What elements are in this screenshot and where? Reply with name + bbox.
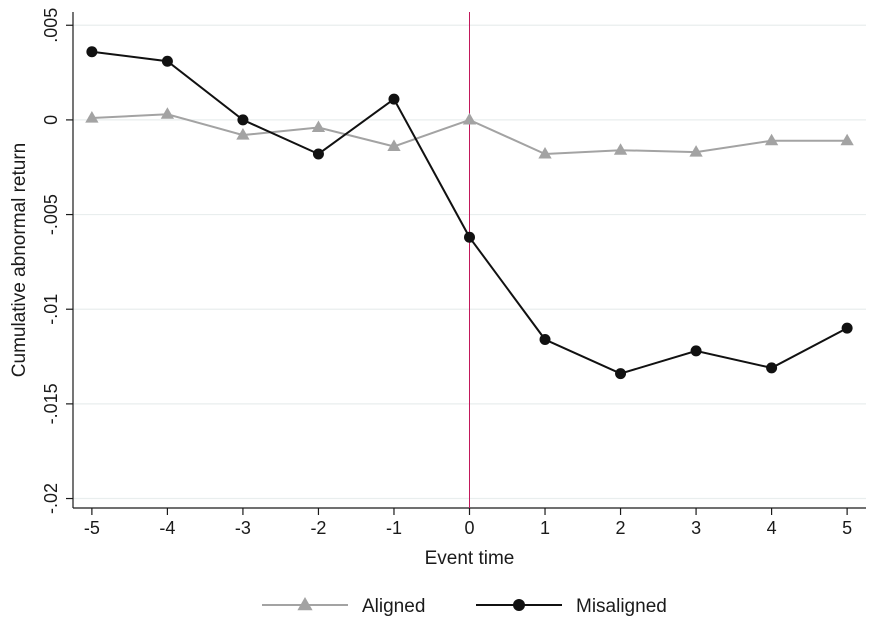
data-point-aligned-4	[764, 133, 779, 146]
data-point-aligned-3	[236, 128, 250, 140]
legend-item-misaligned: Misaligned	[476, 596, 667, 617]
y-tick-label: .005	[41, 8, 61, 43]
y-tick-label: -.005	[41, 194, 61, 235]
x-tick-label: 0	[464, 518, 474, 538]
data-point-aligned-5	[85, 111, 99, 123]
data-point-misaligned-4	[766, 362, 778, 374]
x-ticks: -5 -4 -3 -2 -1 0 1 2 3 4 5	[84, 508, 852, 538]
data-point-aligned-4	[160, 107, 175, 119]
x-tick-label: -4	[159, 518, 175, 538]
data-point-aligned-3	[689, 145, 703, 157]
data-point-misaligned-1	[539, 334, 551, 346]
x-tick-label: 5	[842, 518, 852, 538]
data-point-misaligned-5	[841, 322, 853, 334]
series-aligned	[85, 107, 854, 159]
x-tick-label: -1	[386, 518, 402, 538]
x-tick-label: -2	[310, 518, 326, 538]
data-point-misaligned-5	[86, 46, 98, 58]
y-tick-label: -.01	[41, 294, 61, 325]
legend-misaligned-label: Misaligned	[576, 596, 667, 617]
series	[85, 46, 854, 380]
x-tick-label: -3	[235, 518, 251, 538]
data-point-aligned-2	[311, 120, 326, 133]
x-tick-label: 1	[540, 518, 550, 538]
x-tick-label: 2	[616, 518, 626, 538]
legend-aligned-label: Aligned	[362, 596, 425, 617]
data-point-misaligned-2	[312, 148, 324, 160]
data-point-aligned-2	[613, 143, 628, 155]
data-point-misaligned-0	[464, 231, 475, 243]
legend-item-aligned: Aligned	[262, 596, 425, 617]
data-point-aligned-0	[462, 112, 477, 125]
x-tick-label: 4	[767, 518, 777, 538]
data-point-misaligned-3	[237, 114, 249, 126]
data-point-misaligned-1	[388, 93, 400, 105]
data-point-aligned-1	[538, 146, 552, 159]
data-point-misaligned-2	[615, 368, 627, 380]
data-point-aligned-1	[387, 139, 401, 151]
y-ticks: .005 0 -.005 -.01 -.015 -.02	[41, 8, 73, 514]
data-point-misaligned-4	[161, 55, 173, 67]
legend-misaligned-marker	[513, 599, 525, 611]
y-tick-label: 0	[41, 115, 61, 125]
legend-aligned-marker	[297, 597, 313, 611]
data-point-misaligned-3	[690, 345, 702, 357]
series-misaligned	[86, 46, 853, 380]
y-tick-label: -.02	[41, 483, 61, 514]
x-tick-label: 3	[691, 518, 701, 538]
legend: Aligned Misaligned	[262, 596, 667, 617]
y-tick-label: -.015	[41, 383, 61, 424]
y-axis-title: Cumulative abnormal return	[9, 143, 30, 377]
x-axis-title: Event time	[425, 548, 515, 569]
x-tick-label: -5	[84, 518, 100, 538]
data-point-aligned-5	[840, 133, 854, 146]
